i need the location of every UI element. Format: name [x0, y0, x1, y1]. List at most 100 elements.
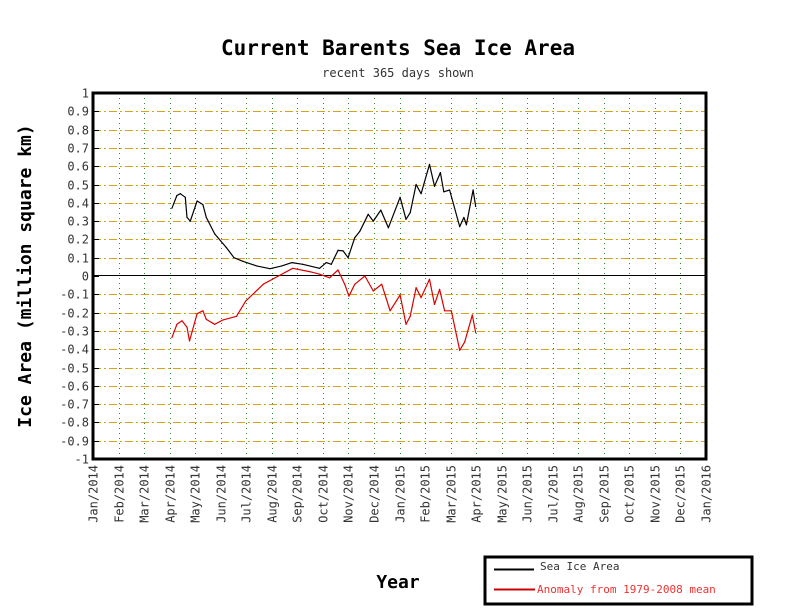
x-axis-label: Year	[376, 572, 420, 593]
data-point	[342, 250, 344, 252]
data-point	[465, 224, 468, 226]
x-tick-label: Jan/2014	[87, 465, 101, 523]
data-point	[444, 310, 446, 312]
y-tick-label: 0.3	[67, 215, 89, 229]
y-tick-label: -0.4	[60, 343, 89, 357]
y-ticks: 1 0.9 0.8 0.7 0.6 0.5 0.4 0.3 0.2 0.1 0 -0.1 -0.2 -0.…	[60, 87, 99, 467]
data-point	[181, 320, 183, 322]
y-tick-label: 0.6	[67, 160, 89, 174]
y-tick-label: -0.8	[60, 416, 89, 430]
data-point	[450, 310, 452, 312]
data-point	[399, 196, 401, 198]
data-point	[438, 288, 441, 290]
data-point	[399, 294, 401, 296]
data-point	[242, 260, 244, 262]
data-point	[256, 265, 258, 267]
data-point	[387, 227, 389, 229]
data-point	[245, 300, 247, 302]
x-tick-label: Aug/2015	[572, 465, 586, 523]
data-point	[171, 337, 173, 339]
data-point	[214, 233, 216, 235]
x-ticks: Jan/2014 Feb/2014 Mar/2014 Apr/2014 May/2014…	[87, 465, 714, 523]
data-point	[405, 218, 407, 220]
data-point	[222, 319, 224, 321]
data-point	[202, 204, 204, 206]
data-point	[475, 205, 477, 208]
data-point	[176, 194, 178, 197]
data-point	[325, 262, 327, 264]
data-point	[225, 247, 228, 249]
y-tick-label: 1	[82, 87, 89, 101]
data-point	[415, 287, 417, 289]
legend: Sea Ice Area Anomaly from 1979-2008 mean	[483, 555, 754, 606]
data-point	[409, 315, 411, 317]
x-tick-label: Jul/2015	[547, 465, 561, 523]
x-tick-label: Jun/2014	[215, 465, 229, 523]
data-point	[330, 263, 332, 265]
x-tick-label: Oct/2015	[623, 465, 637, 523]
data-point	[188, 340, 191, 342]
plot-frame	[91, 91, 708, 461]
data-point	[389, 310, 391, 312]
data-point	[420, 193, 422, 195]
x-tick-label: Nov/2014	[342, 465, 356, 523]
y-tick-label: 0.5	[67, 179, 89, 193]
x-tick-label: Sep/2015	[598, 465, 612, 523]
data-point	[372, 290, 374, 292]
data-point	[463, 216, 465, 219]
x-tick-label: Dec/2014	[368, 465, 382, 523]
data-point	[318, 267, 321, 269]
data-point	[281, 265, 283, 267]
data-point	[459, 349, 461, 351]
data-point	[279, 274, 281, 276]
data-point	[337, 269, 339, 271]
x-tick-label: May/2015	[496, 465, 510, 523]
data-point	[359, 230, 361, 232]
x-tick-label: Oct/2014	[317, 465, 331, 523]
data-point	[262, 283, 264, 285]
data-point	[337, 249, 339, 251]
data-point	[186, 326, 188, 328]
data-point	[171, 207, 173, 209]
data-point	[475, 332, 477, 334]
data-point	[443, 191, 445, 193]
data-point	[354, 283, 356, 285]
data-point	[428, 163, 431, 165]
y-tick-label: 0.9	[67, 105, 89, 119]
data-point	[235, 315, 238, 317]
data-point	[420, 296, 422, 299]
x-tick-label: Apr/2014	[164, 465, 178, 523]
data-point	[308, 271, 311, 273]
x-tick-label: Jul/2014	[240, 465, 254, 523]
x-tick-label: May/2014	[189, 465, 203, 523]
grid	[93, 93, 706, 459]
data-point	[372, 220, 374, 222]
y-tick-label: 0.1	[67, 252, 89, 266]
y-tick-label: 0.4	[67, 197, 89, 211]
x-tick-label: Aug/2014	[266, 465, 280, 523]
data-point	[433, 185, 436, 187]
data-point	[318, 273, 321, 275]
data-point	[344, 283, 346, 285]
x-tick-label: Dec/2015	[674, 465, 688, 523]
chart-subtitle: recent 365 days shown	[322, 66, 474, 80]
data-point	[428, 278, 431, 280]
data-point	[196, 200, 198, 202]
y-tick-label: -0.5	[60, 362, 89, 376]
y-tick-label: 0.7	[67, 142, 89, 156]
data-point	[472, 189, 474, 191]
legend-box	[483, 555, 754, 606]
y-tick-label: -1	[75, 453, 89, 467]
data-point	[329, 277, 331, 279]
data-point	[189, 220, 191, 222]
y-tick-label: 0	[82, 270, 89, 284]
data-point	[186, 216, 188, 219]
x-tick-label: Sep/2014	[291, 465, 305, 523]
data-point	[348, 295, 350, 297]
data-point	[364, 275, 366, 277]
data-point	[302, 263, 304, 265]
data-point	[291, 262, 293, 264]
legend-label-anomaly: Anomaly from 1979-2008 mean	[537, 583, 716, 596]
data-point	[409, 212, 411, 214]
y-tick-label: -0.9	[60, 435, 89, 449]
